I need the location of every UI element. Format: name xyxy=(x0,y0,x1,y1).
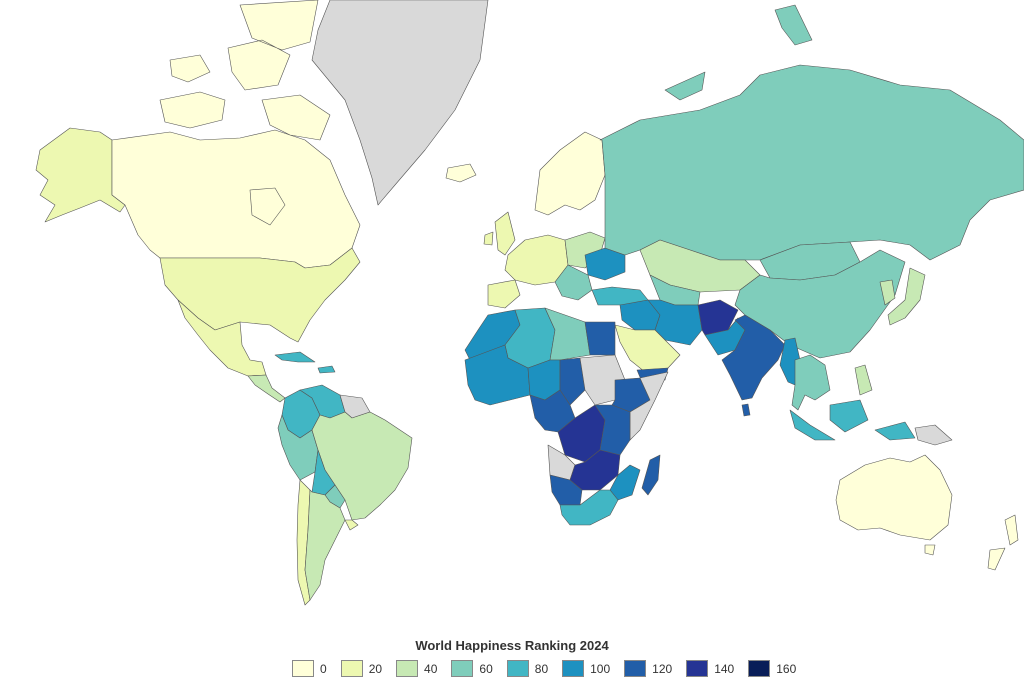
legend-swatch xyxy=(396,660,419,677)
region-chad[interactable] xyxy=(559,357,586,406)
region-madagascar[interactable] xyxy=(641,454,661,496)
legend-swatch xyxy=(686,660,709,677)
region-iran[interactable] xyxy=(647,299,703,346)
region-saudi-arabia[interactable] xyxy=(614,324,681,373)
legend-swatch xyxy=(340,660,363,677)
region-korea[interactable] xyxy=(879,279,896,306)
legend-title: World Happiness Ranking 2024 xyxy=(415,638,609,653)
region-philippines[interactable] xyxy=(854,364,873,396)
legend-label: 160 xyxy=(776,661,797,676)
legend-scale: 0 20 40 60 80 100 120 140 160 xyxy=(292,660,810,677)
world-choropleth-map xyxy=(35,0,1024,606)
region-papua-new-guinea[interactable] xyxy=(914,424,953,446)
legend-swatch xyxy=(506,660,529,677)
region-australia[interactable] xyxy=(835,454,953,556)
legend-label: 100 xyxy=(590,661,611,676)
region-uk-ireland[interactable] xyxy=(483,211,516,256)
region-india[interactable] xyxy=(721,314,786,401)
legend-label: 140 xyxy=(714,661,735,676)
region-somalia[interactable] xyxy=(629,371,669,441)
region-indonesia[interactable] xyxy=(789,399,916,441)
region-west-africa[interactable] xyxy=(464,344,531,406)
legend-label: 60 xyxy=(479,661,493,676)
region-central-america[interactable] xyxy=(247,374,286,403)
region-russia[interactable] xyxy=(599,4,1024,261)
legend-label: 0 xyxy=(320,661,327,676)
legend-swatch xyxy=(292,660,314,677)
legend-item: 0 xyxy=(292,660,327,677)
legend-item: 120 xyxy=(624,660,672,677)
legend-item: 60 xyxy=(451,660,493,677)
legend-swatch xyxy=(451,660,474,677)
region-egypt[interactable] xyxy=(584,321,616,356)
region-argentina[interactable] xyxy=(304,489,346,601)
legend-item: 40 xyxy=(396,660,437,677)
region-sri-lanka[interactable] xyxy=(741,403,751,417)
region-uruguay[interactable] xyxy=(344,519,359,531)
map-legend: World Happiness Ranking 2024 0 20 40 60 80 10… xyxy=(0,632,1024,689)
region-scandinavia[interactable] xyxy=(534,131,606,216)
region-iceland[interactable] xyxy=(445,163,477,183)
legend-swatch xyxy=(562,660,585,677)
region-east-africa[interactable] xyxy=(594,404,631,456)
legend-label: 20 xyxy=(368,661,383,676)
region-alaska[interactable] xyxy=(35,127,126,223)
region-libya[interactable] xyxy=(544,307,591,361)
region-south-africa[interactable] xyxy=(559,489,619,526)
legend-swatch xyxy=(624,660,647,677)
region-mexico[interactable] xyxy=(177,299,267,377)
region-japan[interactable] xyxy=(887,267,926,326)
region-new-zealand[interactable] xyxy=(987,514,1019,571)
region-cuba-caribbean[interactable] xyxy=(274,351,336,374)
legend-item: 160 xyxy=(748,660,796,677)
legend-label: 80 xyxy=(534,661,549,676)
region-canadian-arctic[interactable] xyxy=(159,0,331,141)
legend-label: 40 xyxy=(424,661,438,676)
legend-item: 20 xyxy=(340,660,383,677)
legend-item: 140 xyxy=(686,660,734,677)
legend-label: 120 xyxy=(652,661,673,676)
legend-item: 80 xyxy=(506,660,549,677)
region-iberia[interactable] xyxy=(487,279,521,309)
legend-item: 100 xyxy=(562,660,610,677)
region-greenland[interactable] xyxy=(311,0,489,206)
legend-swatch xyxy=(748,660,771,677)
region-southeast-asia[interactable] xyxy=(791,354,831,411)
region-canada[interactable] xyxy=(111,129,361,269)
